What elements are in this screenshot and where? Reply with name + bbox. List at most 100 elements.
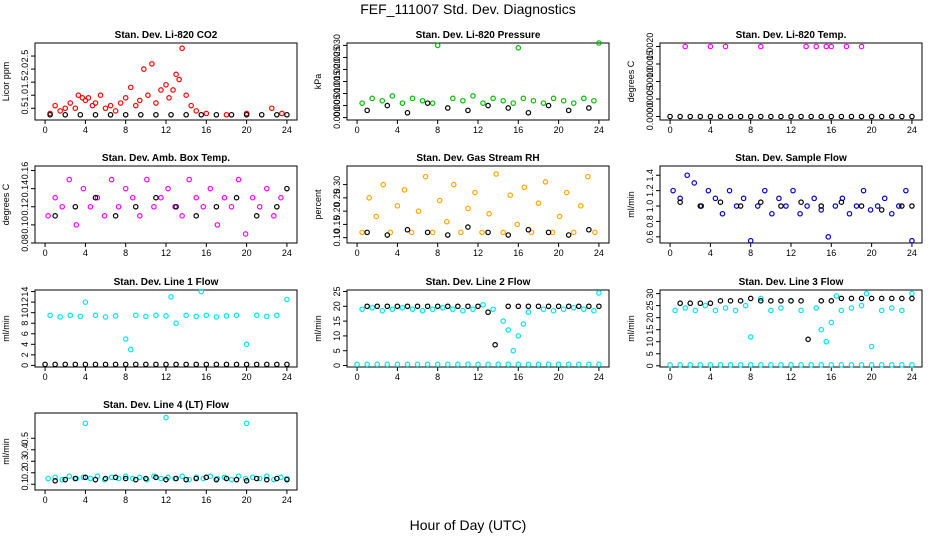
data-point [145,92,151,99]
data-point [525,226,532,233]
plot-frame [346,165,610,244]
data-point [143,475,149,482]
data-point [188,102,194,109]
data-point [818,298,825,304]
data-point [72,203,79,210]
data-point [138,111,144,118]
data-point [848,295,855,302]
y-axis-label: ml/min [1,438,11,465]
data-point [45,213,51,219]
data-point [888,305,895,311]
data-point [778,362,784,368]
data-point [717,298,724,304]
data-point [72,475,79,482]
data-point [575,303,582,310]
x-tick-label: 8 [123,495,128,505]
y-tick-label: 0.0010 [645,68,655,96]
data-point [778,203,784,209]
data-point [213,314,220,320]
x-tick-label: 0 [43,372,48,382]
x-tick-label: 24 [907,125,917,135]
data-point [443,218,450,225]
x-tick-label: 20 [242,125,252,135]
data-point [75,92,82,99]
data-point [404,226,411,233]
data-point [687,300,694,307]
chart-panel-9: Stan. Dev. Line 3 Flow ml/min 0 4 8 12 16 20 24 0… [626,277,923,382]
x-tick-label: 4 [708,372,713,382]
y-tick-label: 2 [20,352,30,357]
data-point [354,361,360,368]
data-point [450,306,456,313]
data-point [832,203,839,209]
data-point [727,113,734,120]
y-axis-label: kPa [313,74,323,90]
data-point [790,187,796,194]
data-point [596,361,602,368]
data-point [389,93,396,99]
y-tick-label: 1.0 [645,200,655,213]
data-point [570,100,577,106]
y-tick-label: 0.0015 [645,50,655,78]
data-point [429,100,436,106]
data-point [737,203,744,209]
data-point [419,97,426,104]
data-point [480,302,486,308]
data-point [137,97,143,104]
y-tick-label: 0.1 [20,478,30,491]
y-tick-label: 0.020 [332,58,342,81]
x-tick-label: 20 [867,248,877,258]
data-point [505,361,512,368]
data-point [667,362,673,368]
y-tick-label: 5 [332,348,342,353]
data-point [768,113,774,120]
y-tick-label: 0.025 [332,46,342,69]
x-tick-label: 8 [123,125,128,135]
data-point [761,187,768,194]
data-point [490,95,496,102]
x-tick-label: 8 [748,372,753,382]
data-point [788,113,794,120]
y-tick-label: 0.25 [332,189,342,207]
data-point [667,113,673,120]
data-point [73,222,80,228]
data-point [389,306,396,313]
data-point [284,476,290,483]
data-point [173,320,179,327]
data-point [692,307,699,314]
plot-frame [34,42,298,121]
data-point [92,100,99,106]
data-point [909,237,915,244]
data-point [586,361,592,368]
data-point [903,187,909,194]
data-point [858,362,865,368]
y-tick-label: 1.0 [20,89,30,102]
data-point [451,181,457,188]
data-point [575,361,582,368]
data-point [223,475,230,482]
data-point [909,295,915,302]
data-point [82,361,89,368]
data-point [591,307,597,314]
data-point [813,305,819,311]
data-point [586,303,592,310]
data-point [838,199,845,205]
data-point [702,302,709,309]
data-point [899,295,905,302]
data-point [183,92,189,99]
x-tick-label: 12 [473,372,483,382]
data-point [803,43,809,50]
data-point [67,312,74,319]
data-point [818,326,825,333]
y-tick-label: 0.0020 [645,33,655,61]
data-point [102,314,109,320]
data-point [404,109,411,116]
x-tick-label: 4 [83,372,88,382]
data-point [727,298,734,304]
data-point [465,303,471,310]
y-tick-label: 15 [645,325,655,335]
chart-panel-4: Stan. Dev. Amb. Box Temp. degrees C 0 4 8 12 1… [1,153,298,258]
x-tick-label: 16 [826,372,836,382]
x-tick-label: 0 [43,495,48,505]
data-point [173,361,179,368]
